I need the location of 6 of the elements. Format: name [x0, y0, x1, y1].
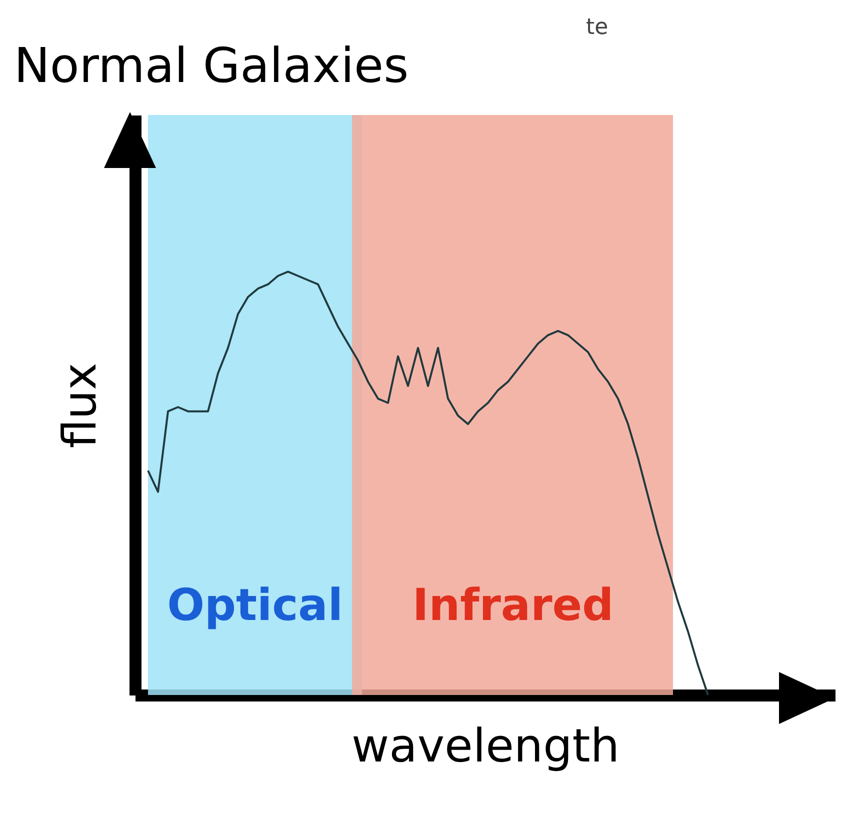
annotation: Optical	[167, 580, 343, 631]
x-axis-title: wavelength	[352, 718, 620, 772]
chart-title: Normal Galaxies	[14, 38, 409, 94]
text: te	[586, 15, 608, 40]
y-axis-title: flux	[52, 362, 106, 448]
annotation: Infrared	[412, 580, 614, 631]
